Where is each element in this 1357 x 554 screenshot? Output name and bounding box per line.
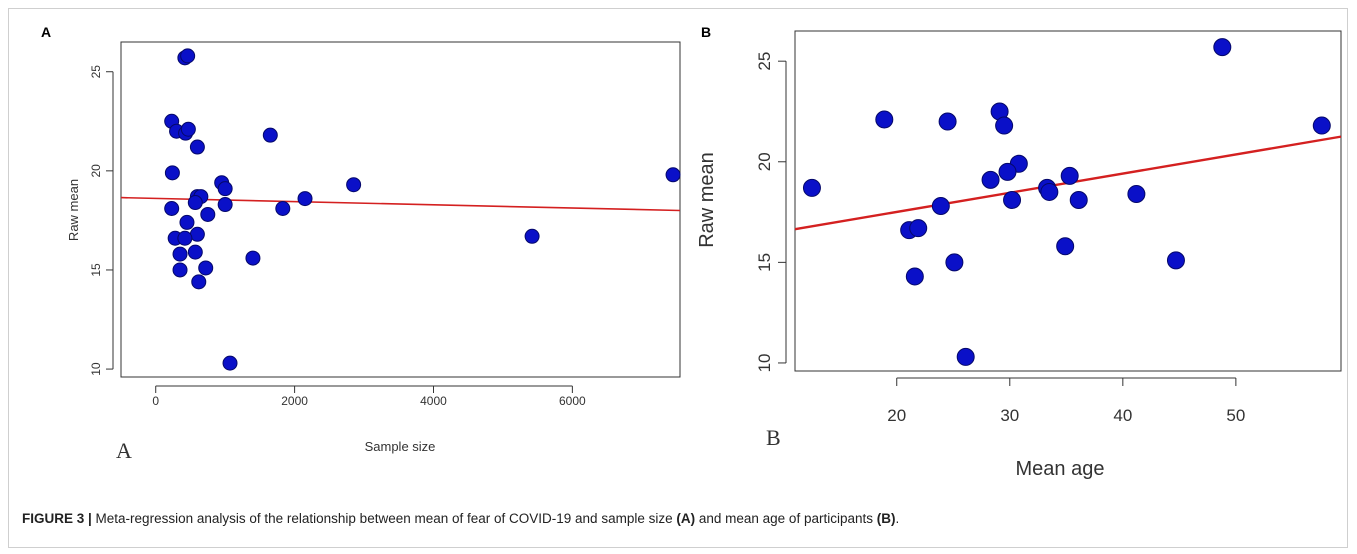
data-point — [217, 181, 233, 197]
panel-b-y-axis-label: Raw mean — [696, 152, 718, 248]
data-point — [875, 110, 894, 129]
panel-b-x-axis: 20 30 40 50 — [887, 377, 1245, 425]
data-point — [524, 228, 540, 244]
panel-a-plot-box — [120, 41, 681, 378]
data-point — [198, 260, 214, 276]
figure-frame — [8, 8, 1348, 548]
caption-ref-a: (A) — [676, 511, 696, 526]
figure-caption: FIGURE 3 | Meta-regression analysis of t… — [22, 511, 899, 526]
data-point — [245, 250, 261, 266]
panel-b: B 10 15 20 25 20 30 40 50 Raw mean Mean age B — [696, 24, 1342, 480]
data-point — [180, 121, 196, 137]
y-tick-label: 10 — [89, 362, 103, 376]
y-tick-label: 20 — [755, 152, 774, 171]
panel-b-corner-label: B — [766, 425, 781, 450]
data-point — [981, 170, 1000, 189]
data-point — [217, 197, 233, 213]
data-point — [187, 195, 203, 211]
y-tick-label: 25 — [755, 52, 774, 71]
regression-line — [120, 196, 681, 212]
panel-a-y-axis: 10 15 20 25 — [89, 65, 114, 376]
data-point — [1312, 116, 1331, 135]
data-point — [905, 267, 924, 286]
panel-a-points — [164, 48, 681, 371]
data-point — [998, 162, 1017, 181]
x-tick-label: 6000 — [559, 394, 586, 408]
data-point — [262, 127, 278, 143]
panel-a-x-axis-label: Sample size — [365, 439, 436, 454]
y-tick-label: 25 — [89, 65, 103, 79]
x-tick-label: 50 — [1226, 406, 1245, 425]
panel-a: A 10 15 20 25 0 2000 4000 6000 Raw mean Sample… — [41, 24, 681, 463]
panel-b-points — [802, 38, 1331, 366]
panel-b-x-axis-label: Mean age — [1016, 458, 1105, 480]
data-point — [191, 274, 207, 290]
data-point — [931, 197, 950, 216]
data-point — [1166, 251, 1185, 270]
data-point — [180, 48, 196, 64]
panel-b-label: B — [701, 24, 711, 40]
data-point — [1127, 184, 1146, 203]
data-point — [222, 355, 238, 371]
caption-text-part3: . — [895, 511, 900, 526]
data-point — [172, 262, 188, 278]
y-tick-label: 15 — [89, 263, 103, 277]
data-point — [995, 116, 1014, 135]
x-tick-label: 30 — [1000, 406, 1019, 425]
data-point — [945, 253, 964, 272]
panel-a-label: A — [41, 24, 51, 40]
data-point — [938, 112, 957, 131]
x-tick-label: 0 — [152, 394, 159, 408]
panel-a-y-axis-label: Raw mean — [66, 179, 81, 241]
y-tick-label: 15 — [755, 253, 774, 272]
x-tick-label: 4000 — [420, 394, 447, 408]
panel-b-plot-box — [794, 30, 1342, 372]
panel-a-x-axis: 0 2000 4000 6000 — [152, 385, 586, 408]
data-point — [1060, 166, 1079, 185]
data-point — [189, 139, 205, 155]
caption-text-part1: Meta-regression analysis of the relation… — [91, 511, 677, 526]
caption-figure-number: FIGURE 3 | — [22, 511, 92, 526]
data-point — [802, 178, 821, 197]
data-point — [164, 201, 180, 217]
data-point — [187, 244, 203, 260]
data-point — [1069, 190, 1088, 209]
data-point — [177, 230, 193, 246]
panel-a-corner-label: A — [116, 438, 132, 463]
panel-b-y-axis: 10 15 20 25 — [755, 52, 787, 372]
x-tick-label: 40 — [1113, 406, 1132, 425]
x-tick-label: 20 — [887, 406, 906, 425]
data-point — [1213, 38, 1232, 57]
caption-ref-b: (B) — [876, 511, 896, 526]
x-tick-label: 2000 — [281, 394, 308, 408]
panel-a-regression-line — [120, 196, 681, 212]
data-point — [956, 347, 975, 366]
data-point — [1040, 182, 1059, 201]
data-point — [275, 201, 291, 217]
data-point — [297, 191, 313, 207]
data-point — [189, 226, 205, 242]
y-tick-label: 10 — [755, 353, 774, 372]
data-point — [164, 165, 180, 181]
data-point — [200, 206, 216, 222]
y-tick-label: 20 — [89, 164, 103, 178]
data-point — [179, 214, 195, 230]
data-point — [665, 167, 681, 183]
data-point — [346, 177, 362, 193]
data-point — [1003, 190, 1022, 209]
data-point — [172, 246, 188, 262]
caption-text-part2: and mean age of participants — [695, 511, 877, 526]
data-point — [1056, 237, 1075, 256]
data-point — [909, 219, 928, 238]
